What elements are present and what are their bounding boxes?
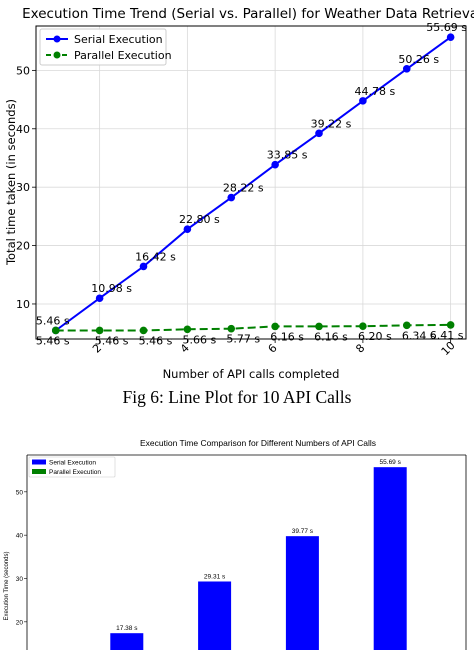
figure-caption: Fig 6: Line Plot for 10 API Calls <box>123 387 352 407</box>
parallel-data-label: 6.20 s <box>358 330 392 343</box>
parallel-point <box>95 326 104 335</box>
bar-legend-serial-swatch <box>32 459 46 465</box>
bar-chart-data-labels: 17.38 s 29.31 s 39.77 s 55.69 s <box>116 459 401 632</box>
line-chart-plot-frame <box>35 25 467 340</box>
bar-chart-y-ticks: 20 30 40 50 <box>16 489 27 626</box>
bar-chart-legend: Serial Execution Parallel Execution <box>28 456 116 478</box>
legend-parallel-label: Parallel Execution <box>74 49 172 62</box>
y-tick-label: 20 <box>16 240 30 253</box>
bar-chart-title: Execution Time Comparison for Different … <box>140 438 376 448</box>
line-chart-title: Execution Time Trend (Serial vs. Paralle… <box>22 6 474 22</box>
serial-data-label: 28.22 s <box>223 182 264 195</box>
parallel-point <box>227 324 236 333</box>
serial-point <box>446 33 455 41</box>
serial-point <box>402 65 411 73</box>
serial-data-label: 16.42 s <box>135 250 176 263</box>
bar-data-label: 29.31 s <box>204 573 226 580</box>
bar-chart-bars <box>110 467 407 650</box>
y-tick-label: 30 <box>16 181 30 194</box>
line-chart-series <box>51 33 455 335</box>
legend-box <box>39 28 167 66</box>
serial-data-label: 22.80 s <box>179 213 220 226</box>
serial-point <box>359 97 367 105</box>
bar-data-label: 39.77 s <box>292 528 314 535</box>
parallel-data-label: 5.66 s <box>183 333 217 346</box>
serial-data-label: 10.98 s <box>91 282 132 295</box>
line-chart: Execution Time Trend (Serial vs. Paralle… <box>4 6 474 381</box>
serial-bar <box>373 467 407 650</box>
parallel-point <box>183 325 192 334</box>
serial-series-line <box>55 36 452 332</box>
parallel-point <box>359 322 367 330</box>
serial-data-label: 33.85 s <box>267 149 308 162</box>
y-tick-label: 50 <box>16 64 30 77</box>
line-chart-x-axis-label: Number of API calls completed <box>163 367 340 381</box>
parallel-data-label: 5.46 s <box>95 334 129 347</box>
legend-parallel-marker <box>53 51 61 59</box>
bar-legend-box <box>28 456 116 478</box>
bar-chart-y-axis-label: Execution Time (seconds) <box>4 551 10 620</box>
bar-y-tick-label: 50 <box>16 489 24 496</box>
serial-point <box>315 129 323 138</box>
parallel-data-label: 5.46 s <box>36 334 70 347</box>
parallel-point <box>315 322 323 331</box>
serial-bar <box>110 633 144 650</box>
parallel-series-line <box>55 323 451 332</box>
serial-point <box>271 160 279 169</box>
bar-legend-serial-label: Serial Execution <box>49 460 96 467</box>
bar-y-tick-label: 20 <box>16 619 24 626</box>
legend-serial-marker <box>53 35 61 43</box>
serial-bar <box>285 536 319 650</box>
parallel-data-label: 6.16 s <box>314 330 348 343</box>
serial-data-label: 55.69 s <box>426 21 467 34</box>
parallel-point <box>271 322 279 331</box>
bar-data-label: 55.69 s <box>380 459 402 466</box>
serial-point <box>183 225 192 234</box>
line-chart-y-ticks: 10 20 30 40 50 <box>16 64 36 311</box>
bar-legend-parallel-swatch <box>32 469 46 474</box>
bar-legend-parallel-label: Parallel Execution <box>49 469 101 476</box>
parallel-data-label: 6.16 s <box>270 330 304 343</box>
legend-serial-label: Serial Execution <box>74 33 163 46</box>
x-tick-label: 6 <box>266 341 280 355</box>
line-chart-grid <box>36 26 466 339</box>
serial-point <box>139 262 148 271</box>
bar-data-label: 17.38 s <box>116 625 138 632</box>
serial-bar <box>198 581 232 650</box>
serial-point <box>95 294 104 303</box>
bar-y-tick-label: 40 <box>16 533 24 540</box>
bar-chart: Execution Time Comparison for Different … <box>4 438 467 650</box>
parallel-point <box>139 326 148 335</box>
line-chart-legend: Serial Execution Parallel Execution <box>39 28 172 66</box>
y-tick-label: 10 <box>16 298 30 311</box>
serial-data-label: 39.22 s <box>311 117 352 130</box>
parallel-point <box>51 326 60 335</box>
parallel-data-label: 5.46 s <box>139 334 173 347</box>
serial-data-label: 50.26 s <box>398 53 439 66</box>
y-tick-label: 40 <box>16 123 30 136</box>
serial-data-label: 5.46 s <box>36 314 70 327</box>
bar-chart-plot-frame <box>26 454 467 650</box>
line-chart-y-axis-label: Total time taken (in seconds) <box>4 99 18 266</box>
x-tick-label: 8 <box>353 341 367 355</box>
serial-point <box>227 193 236 202</box>
parallel-point <box>446 321 455 329</box>
parallel-point <box>402 321 411 330</box>
bar-y-tick-label: 30 <box>16 576 24 583</box>
serial-data-label: 44.78 s <box>355 85 396 98</box>
